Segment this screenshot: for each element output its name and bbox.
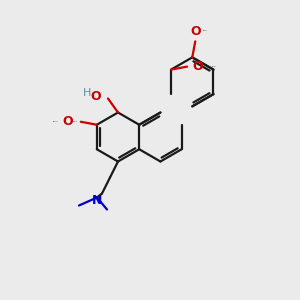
Text: N: N [92, 194, 102, 207]
Text: methyl: methyl [212, 65, 217, 67]
Text: methyl: methyl [203, 30, 208, 31]
Text: methoxy: methoxy [53, 121, 59, 122]
Text: O: O [193, 60, 203, 73]
Text: O: O [91, 90, 101, 103]
Text: methyl: methyl [73, 121, 78, 122]
Text: O: O [190, 25, 201, 38]
Text: H: H [83, 88, 91, 98]
Text: O: O [62, 115, 73, 128]
